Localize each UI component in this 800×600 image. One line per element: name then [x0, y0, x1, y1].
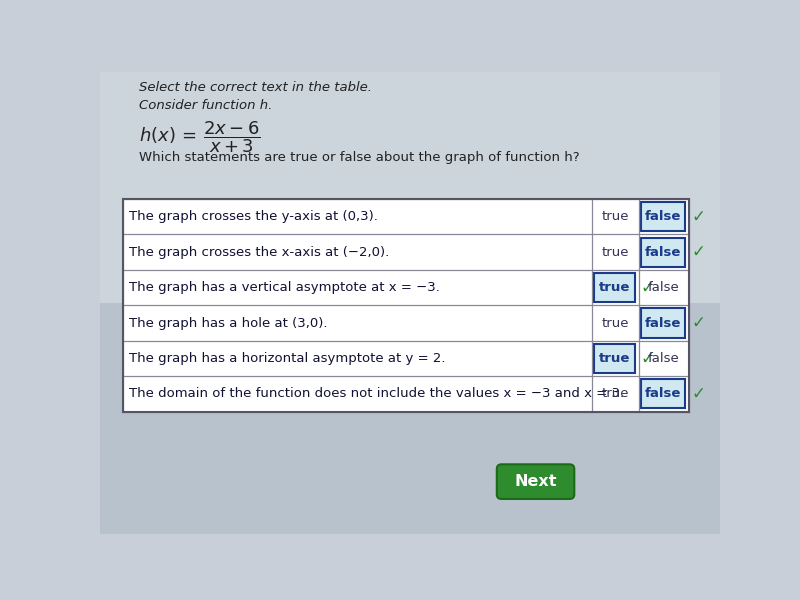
Bar [594, 344, 634, 373]
Bar [100, 303, 720, 534]
Text: true: true [599, 352, 630, 365]
Text: Which statements are true or false about the graph of function h?: Which statements are true or false about… [138, 151, 579, 164]
Text: Select the correct text in the table.: Select the correct text in the table. [138, 81, 372, 94]
Text: Next: Next [514, 474, 557, 489]
Bar [641, 379, 685, 409]
Text: ✓: ✓ [691, 385, 706, 403]
Bar [123, 199, 689, 412]
Text: ✓: ✓ [691, 314, 706, 332]
Text: false: false [645, 245, 682, 259]
Bar [123, 341, 689, 376]
Bar [641, 308, 685, 338]
Bar [123, 270, 689, 305]
Text: true: true [602, 317, 629, 329]
Text: The graph has a horizontal asymptote at y = 2.: The graph has a horizontal asymptote at … [130, 352, 446, 365]
Text: ✓: ✓ [691, 208, 706, 226]
Bar [123, 376, 689, 412]
Text: The graph has a vertical asymptote at x = −3.: The graph has a vertical asymptote at x … [130, 281, 440, 294]
Bar [594, 273, 634, 302]
Text: ✓: ✓ [691, 243, 706, 261]
Text: Consider function h.: Consider function h. [138, 99, 272, 112]
Text: false: false [645, 317, 682, 329]
FancyBboxPatch shape [497, 464, 574, 499]
Text: false: false [645, 388, 682, 400]
Bar [641, 238, 685, 267]
Text: false: false [648, 352, 680, 365]
Bar [123, 199, 689, 235]
Text: The graph crosses the x-axis at (−2,0).: The graph crosses the x-axis at (−2,0). [130, 245, 390, 259]
Text: The graph has a hole at (3,0).: The graph has a hole at (3,0). [130, 317, 328, 329]
Text: ✓: ✓ [641, 349, 655, 367]
Text: $h(x)\,=\,\dfrac{2x-6}{x+3}$: $h(x)\,=\,\dfrac{2x-6}{x+3}$ [138, 120, 261, 155]
Text: false: false [648, 281, 680, 294]
Text: ✓: ✓ [641, 278, 655, 296]
Bar [641, 202, 685, 232]
Text: true: true [599, 281, 630, 294]
Bar [123, 305, 689, 341]
Bar [100, 72, 720, 303]
Text: false: false [645, 210, 682, 223]
Text: true: true [602, 210, 629, 223]
Text: true: true [602, 245, 629, 259]
Text: The domain of the function does not include the values x = −3 and x = 3.: The domain of the function does not incl… [130, 388, 625, 400]
Bar [123, 235, 689, 270]
Text: true: true [602, 388, 629, 400]
Text: The graph crosses the y-axis at (0,3).: The graph crosses the y-axis at (0,3). [130, 210, 378, 223]
